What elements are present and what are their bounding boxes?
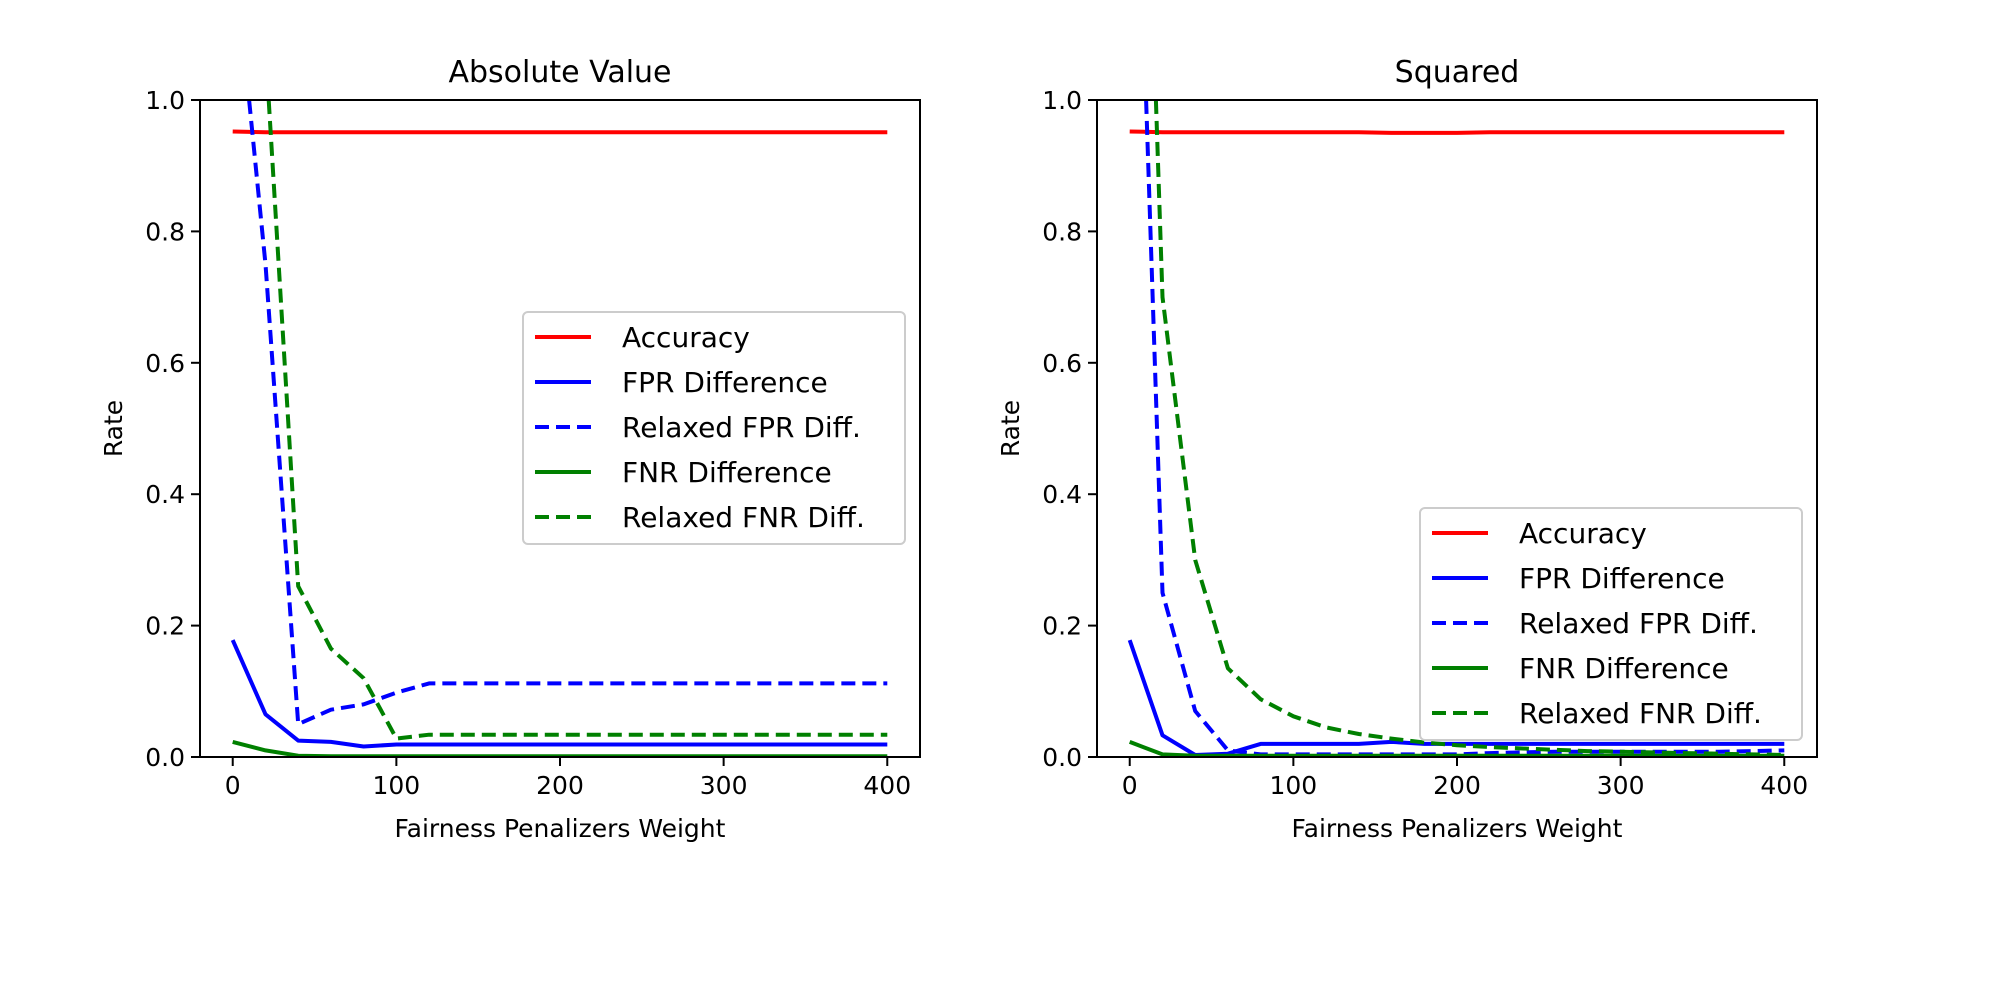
legend-box	[522, 311, 906, 545]
x-tick-label: 400	[1760, 771, 1808, 800]
legend-box	[1419, 507, 1803, 741]
x-tick-label: 400	[863, 771, 911, 800]
plot-lines	[1127, 100, 1785, 757]
legend-label-accuracy: Accuracy	[622, 321, 750, 354]
series-line-accuracy	[232, 129, 888, 135]
series-line-accuracy	[1129, 129, 1785, 135]
legend-label-relaxed-fnr-diff: Relaxed FNR Diff.	[1519, 697, 1762, 730]
legend-label-relaxed-fpr-diff: Relaxed FPR Diff.	[622, 411, 861, 444]
x-tick-label: 100	[373, 771, 421, 800]
x-tick-label: 100	[1270, 771, 1318, 800]
legend-label-fpr-difference: FPR Difference	[622, 366, 828, 399]
series-line-relaxed-fpr-diff	[247, 100, 888, 727]
x-tick-label: 0	[1122, 771, 1138, 800]
series-line-fpr-difference	[230, 639, 888, 749]
legend-label-relaxed-fpr-diff: Relaxed FPR Diff.	[1519, 607, 1758, 640]
chart-title: Squared	[1395, 55, 1520, 90]
legend-label-fnr-difference: FNR Difference	[622, 456, 832, 489]
y-tick-label: 0.4	[1042, 480, 1082, 509]
legend-label-relaxed-fnr-diff: Relaxed FNR Diff.	[622, 501, 865, 534]
y-tick-label: 0.4	[145, 480, 185, 509]
legend-label-fpr-difference: FPR Difference	[1519, 562, 1725, 595]
y-tick-label: 0.2	[145, 612, 185, 641]
y-axis-label: Rate	[996, 400, 1025, 457]
series-line-relaxed-fnr-diff	[1153, 100, 1785, 757]
y-tick-label: 1.0	[145, 86, 185, 115]
y-tick-label: 0.8	[1042, 217, 1082, 246]
y-tick-label: 0.8	[145, 217, 185, 246]
legend-label-fnr-difference: FNR Difference	[1519, 652, 1729, 685]
legend-label-accuracy: Accuracy	[1519, 517, 1647, 550]
y-tick-label: 0.6	[145, 349, 185, 378]
series-line-relaxed-fnr-diff	[266, 100, 888, 741]
y-tick-label: 0.2	[1042, 612, 1082, 641]
x-axis-label: Fairness Penalizers Weight	[1292, 814, 1623, 843]
chart-title: Absolute Value	[448, 55, 671, 90]
chart-squared: 0 100 200 300 400 0.0 0.2 0.4 0.6 0.8 1.0 Squared Fa…	[996, 55, 1818, 843]
x-tick-label: 300	[1597, 771, 1645, 800]
y-tick-label: 0.0	[145, 743, 185, 772]
y-tick-label: 0.0	[1042, 743, 1082, 772]
y-tick-label: 0.6	[1042, 349, 1082, 378]
chart-absolute-value: 0 100 200 300 400 0.0 0.2 0.4 0.6 0.8 1.0 Absolute …	[99, 55, 921, 843]
y-tick-label: 1.0	[1042, 86, 1082, 115]
x-tick-label: 300	[700, 771, 748, 800]
y-axis-label: Rate	[99, 400, 128, 457]
x-axis-label: Fairness Penalizers Weight	[395, 814, 726, 843]
series-line-fnr-difference	[1128, 740, 1785, 757]
x-tick-label: 0	[225, 771, 241, 800]
x-tick-label: 200	[1433, 771, 1481, 800]
x-tick-label: 200	[536, 771, 584, 800]
legend: Accuracy FPR Difference Relaxed FPR Diff. F…	[1419, 507, 1803, 741]
legend: Accuracy FPR Difference Relaxed FPR Diff. F…	[522, 311, 906, 545]
